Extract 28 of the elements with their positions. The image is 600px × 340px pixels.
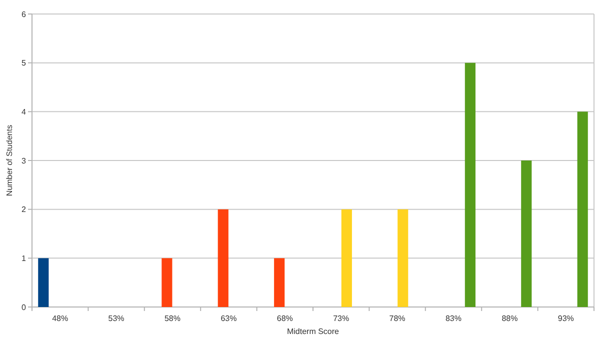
x-tick-label: 53%	[108, 314, 124, 323]
x-tick-label: 48%	[52, 314, 68, 323]
y-tick-label: 6	[22, 10, 27, 19]
x-tick-label: 73%	[333, 314, 350, 323]
bar	[464, 62, 476, 307]
y-axis-title: Number of Students	[5, 124, 14, 196]
bar	[521, 160, 532, 307]
x-tick-label: 88%	[502, 314, 518, 323]
bar	[274, 258, 285, 307]
x-axis-title: Midterm Score	[286, 327, 340, 336]
y-tick-label: 2	[22, 205, 27, 214]
bar	[38, 258, 49, 307]
bar	[341, 209, 352, 307]
x-tick-label: 68%	[276, 314, 293, 323]
x-tick-label: 58%	[164, 314, 181, 323]
x-tick-label: 83%	[445, 314, 462, 323]
bar	[162, 258, 172, 307]
x-tick-label: 63%	[220, 314, 237, 323]
bar	[218, 209, 228, 307]
y-tick-label: 0	[22, 302, 27, 312]
y-tick-label: 1	[22, 254, 27, 263]
x-tick-label: 78%	[389, 314, 406, 323]
y-tick-label: 3	[22, 156, 27, 166]
y-tick-label: 5	[22, 58, 27, 68]
x-tick-label: 93%	[558, 314, 574, 323]
bar	[398, 209, 408, 307]
bar	[577, 112, 588, 307]
y-tick-label: 4	[22, 107, 27, 116]
